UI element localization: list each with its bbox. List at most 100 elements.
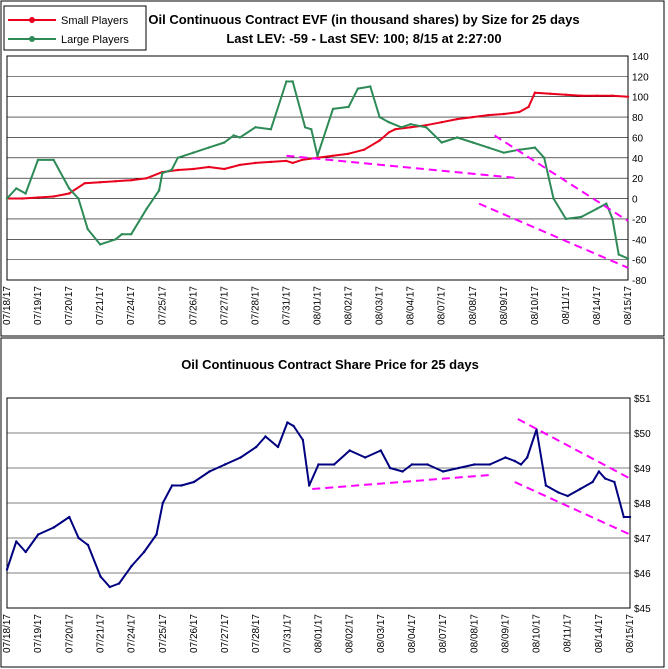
evf-series-point bbox=[400, 126, 403, 129]
evf-series-point bbox=[86, 227, 89, 231]
evf-y-tick-label: -60 bbox=[632, 256, 647, 267]
price-series-point bbox=[513, 459, 516, 463]
evf-trendline-1 bbox=[493, 134, 629, 222]
legend-box bbox=[3, 5, 147, 51]
evf-series-point bbox=[285, 159, 288, 163]
price-x-tick-label: 07/27/17 bbox=[220, 614, 231, 653]
price-x-tick-label: 08/09/17 bbox=[500, 614, 511, 653]
price-y-tick-label: $46 bbox=[634, 569, 651, 580]
price-series-point bbox=[628, 515, 632, 519]
evf-series-point bbox=[369, 85, 372, 88]
evf-series-point bbox=[67, 187, 71, 190]
evf-series-point bbox=[291, 80, 294, 83]
evf-series-point bbox=[533, 146, 537, 149]
evf-series-point bbox=[52, 195, 55, 198]
evf-x-tick-label: 07/26/17 bbox=[188, 286, 199, 325]
price-series-point bbox=[622, 515, 625, 519]
evf-series-point bbox=[77, 197, 80, 200]
price-series-point bbox=[379, 449, 382, 452]
price-x-tick-label: 07/18/17 bbox=[2, 614, 13, 653]
evf-series-point bbox=[378, 115, 381, 119]
evf-legend: Small Players Large Players bbox=[3, 5, 147, 51]
evf-series-point bbox=[440, 121, 443, 124]
evf-series-point bbox=[502, 151, 505, 154]
price-series-point bbox=[401, 470, 404, 473]
evf-series-point bbox=[223, 141, 226, 144]
evf-x-tick-label: 07/27/17 bbox=[219, 286, 230, 325]
price-x-tick-label: 08/11/17 bbox=[563, 614, 574, 653]
legend-large-marker bbox=[29, 36, 35, 42]
price-x-tick-label: 08/08/17 bbox=[469, 614, 480, 653]
evf-x-tick-label: 07/19/17 bbox=[33, 286, 44, 325]
price-y-tick-label: $51 bbox=[634, 394, 651, 405]
price-series-point bbox=[426, 463, 429, 466]
evf-x-tick-label: 08/07/17 bbox=[437, 286, 448, 325]
evf-series-point bbox=[527, 105, 530, 109]
price-x-tick-label: 08/02/17 bbox=[345, 614, 356, 653]
evf-series-point bbox=[145, 207, 148, 210]
price-series-point bbox=[77, 536, 80, 540]
price-series-point bbox=[24, 550, 27, 554]
price-series-point bbox=[308, 484, 311, 487]
evf-x-tick-label: 08/11/17 bbox=[561, 286, 572, 325]
evf-y-tick-label: 20 bbox=[632, 174, 644, 185]
evf-series-point bbox=[611, 217, 614, 221]
evf-series-point bbox=[207, 146, 210, 149]
price-y-tick-label: $49 bbox=[634, 464, 651, 475]
price-series-point bbox=[317, 463, 320, 466]
evf-series-point bbox=[471, 115, 474, 119]
evf-series-point bbox=[83, 182, 86, 185]
price-series-point bbox=[364, 456, 367, 459]
price-series-point bbox=[155, 533, 158, 536]
price-trendline-1 bbox=[514, 481, 631, 536]
evf-y-tick-label: 80 bbox=[632, 113, 644, 124]
price-series-point bbox=[519, 463, 523, 466]
price-series-point bbox=[457, 466, 460, 470]
evf-series-point bbox=[303, 126, 307, 129]
price-series-line-0 bbox=[6, 421, 630, 588]
price-series-point bbox=[276, 445, 280, 449]
price-x-tick-label: 07/21/17 bbox=[95, 614, 106, 653]
evf-series-point bbox=[502, 112, 505, 116]
legend-small-label: Small Players bbox=[61, 15, 129, 27]
price-series-point bbox=[130, 564, 133, 568]
evf-series-point bbox=[157, 189, 161, 192]
evf-x-tick-label: 08/14/17 bbox=[592, 286, 603, 325]
evf-series-point bbox=[425, 126, 428, 129]
evf-series-point bbox=[285, 80, 288, 83]
evf-x-tick-label: 07/20/17 bbox=[64, 286, 75, 325]
evf-series-point bbox=[130, 233, 133, 236]
price-series-point bbox=[5, 568, 9, 571]
evf-series-point bbox=[254, 126, 257, 129]
evf-series-point bbox=[331, 107, 335, 111]
evf-series-point bbox=[456, 117, 459, 121]
price-series-point bbox=[37, 533, 40, 536]
price-series-point bbox=[410, 463, 414, 466]
evf-series-point bbox=[176, 168, 179, 172]
evf-series-point bbox=[98, 181, 102, 184]
price-series-point bbox=[579, 487, 582, 491]
price-series-point bbox=[566, 494, 569, 498]
price-series-point bbox=[603, 477, 607, 480]
price-series-point bbox=[488, 463, 491, 466]
evf-series-point bbox=[67, 192, 71, 195]
evf-x-tick-label: 08/01/17 bbox=[313, 286, 324, 325]
evf-series-point bbox=[617, 253, 620, 256]
price-series-point bbox=[180, 484, 183, 487]
price-series-point bbox=[15, 540, 18, 543]
evf-series-point bbox=[232, 134, 235, 137]
evf-series-point bbox=[456, 136, 459, 139]
evf-series-point bbox=[291, 161, 294, 165]
evf-series-point bbox=[254, 161, 257, 165]
evf-x-tick-label: 08/02/17 bbox=[344, 286, 355, 325]
price-series-point bbox=[473, 463, 476, 466]
evf-series-point bbox=[161, 171, 164, 175]
evf-series-point bbox=[543, 156, 546, 159]
evf-series-point bbox=[347, 105, 350, 109]
price-series-point bbox=[239, 456, 242, 459]
evf-series-point bbox=[5, 197, 9, 200]
evf-y-tick-label: 0 bbox=[632, 195, 638, 206]
price-x-tick-label: 07/24/17 bbox=[127, 614, 138, 653]
price-series-point bbox=[597, 470, 601, 473]
evf-series-point bbox=[269, 128, 273, 131]
